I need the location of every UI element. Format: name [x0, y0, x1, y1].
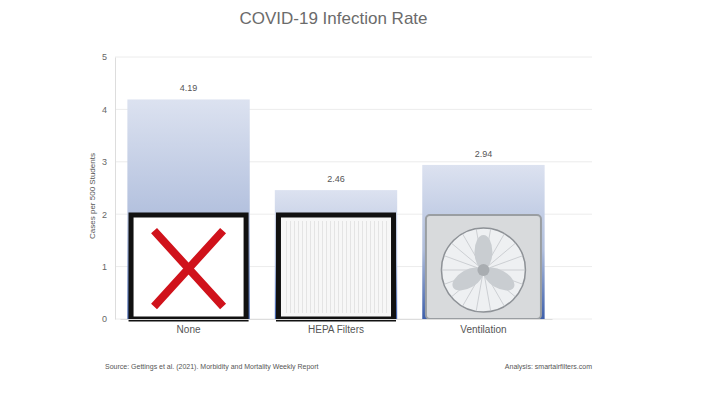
icon-frame	[131, 215, 246, 319]
grid	[115, 57, 592, 319]
y-axis-line	[115, 58, 116, 320]
bars	[127, 99, 544, 319]
y-tick-label: 4	[102, 105, 107, 115]
icon	[426, 215, 541, 319]
y-axis-title: Cases per 500 Students	[88, 153, 97, 239]
y-tick: 0	[102, 314, 115, 324]
y-tick-label: 3	[102, 157, 107, 167]
bar	[275, 190, 397, 319]
icon-frame	[426, 215, 541, 319]
grid-line	[115, 57, 592, 58]
icon-pleat	[294, 221, 295, 313]
title: COVID-19 Infection Rate	[239, 9, 427, 28]
icon-pleat	[326, 221, 327, 313]
x-tick-label: None	[177, 324, 201, 335]
icon-pleat	[330, 221, 331, 313]
icon-pleat	[318, 221, 319, 313]
data-label: 4.19	[180, 83, 198, 93]
x-tick: None	[177, 319, 201, 335]
icon-pleat	[310, 221, 311, 313]
y-tick: 2	[102, 210, 115, 220]
icon-fan	[441, 228, 525, 312]
icon-pleat	[290, 221, 291, 313]
data-labels: 4.19 2.46 2.94	[180, 83, 492, 184]
icon-pleat	[358, 221, 359, 313]
icon-cross	[154, 231, 223, 307]
icon-blade	[474, 235, 492, 269]
x-tick-label: HEPA Filters	[308, 324, 364, 335]
icon-pleat	[338, 221, 339, 313]
x-axis: None HEPA Filters Ventilation	[121, 319, 553, 335]
icon-pleat	[334, 221, 335, 313]
icon-pleat	[346, 221, 347, 313]
icon-pleat	[322, 221, 323, 313]
x-tick: Ventilation	[460, 319, 506, 335]
chart: COVID-19 Infection Rate 0 1 2 3 4 5 Cases per 5…	[0, 0, 709, 399]
icon-pleat	[306, 221, 307, 313]
credit-note: Analysis: smartairfilters.com	[505, 363, 592, 371]
source-note: Source: Gettings et al. (2021). Morbidit…	[105, 363, 319, 371]
bar	[127, 99, 249, 319]
y-tick-label: 1	[102, 262, 107, 272]
x-axis-line	[121, 319, 553, 320]
y-tick-label: 0	[102, 314, 107, 324]
icon	[131, 215, 246, 319]
icon	[278, 215, 393, 319]
y-tick-label: 5	[102, 52, 107, 62]
icon-pleat	[298, 221, 299, 313]
icon-pleat	[362, 221, 363, 313]
icon-pleat	[382, 221, 383, 313]
icon-pleat	[378, 221, 379, 313]
icons	[131, 215, 541, 319]
y-tick-label: 2	[102, 210, 107, 220]
icon-pleat	[370, 221, 371, 313]
icon-pleat	[386, 221, 387, 313]
bar	[422, 165, 544, 319]
y-tick: 5	[102, 52, 115, 62]
y-tick: 4	[102, 105, 115, 115]
icon-pleat	[350, 221, 351, 313]
icon-pleat	[354, 221, 355, 313]
data-label: 2.94	[475, 149, 493, 159]
icon-frame	[278, 215, 393, 319]
y-axis: 0 1 2 3 4 5	[102, 52, 116, 324]
icon-pleat	[366, 221, 367, 313]
icon-pleat	[286, 221, 287, 313]
icon-pleat	[314, 221, 315, 313]
data-label: 2.46	[327, 174, 345, 184]
x-tick: HEPA Filters	[308, 319, 364, 335]
icon-pleat	[342, 221, 343, 313]
icon-pleat	[374, 221, 375, 313]
annotations: Source: Gettings et al. (2021). Morbidit…	[105, 363, 592, 371]
icon-hub	[477, 264, 489, 276]
y-tick: 1	[102, 262, 115, 272]
x-tick-label: Ventilation	[460, 324, 506, 335]
icon-pleat	[302, 221, 303, 313]
y-tick: 3	[102, 157, 115, 167]
